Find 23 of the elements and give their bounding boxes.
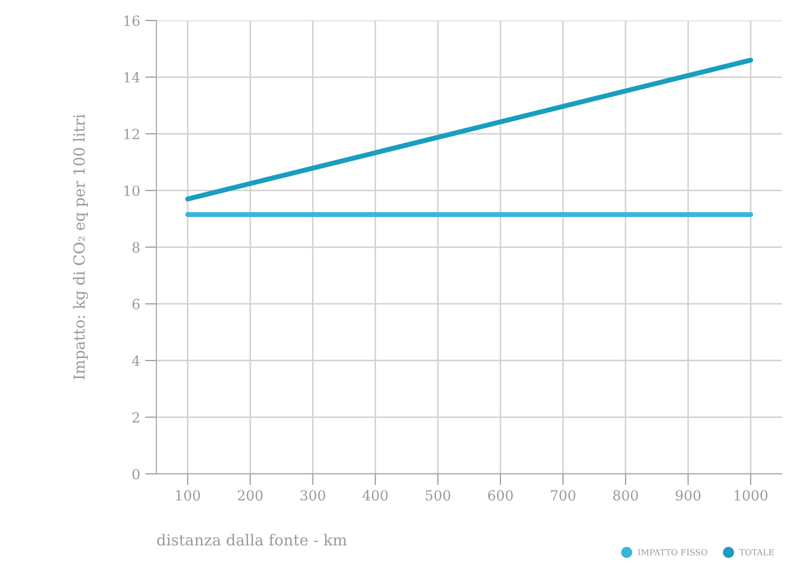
x-tick-label: 400 xyxy=(362,490,388,501)
x-tick-label: 100 xyxy=(176,490,200,501)
legend-label: TOTALE xyxy=(739,549,774,556)
y-axis-title: Impatto: kg di CO₂ eq per 100 litri xyxy=(73,114,88,380)
x-tick-label: 500 xyxy=(426,490,450,501)
x-tick-label: 700 xyxy=(550,490,576,501)
y-tick-label: 0 xyxy=(132,468,140,480)
y-tick-label: 8 xyxy=(132,242,140,253)
x-tick-label: 300 xyxy=(300,490,326,501)
y-tick-label: 10 xyxy=(124,185,140,196)
y-tick-label: 12 xyxy=(124,128,140,140)
x-tick-label: 200 xyxy=(238,490,263,501)
y-tick-label: 6 xyxy=(132,298,140,310)
y-tick-label: 2 xyxy=(132,412,140,422)
y-tick-label: 4 xyxy=(132,355,140,366)
x-tick-label: 800 xyxy=(613,490,638,501)
y-tick-label: 16 xyxy=(124,15,140,26)
y-tick-label: 14 xyxy=(124,72,140,82)
x-axis-title: distanza dalla fonte - km xyxy=(157,534,347,546)
legend-label: IMPATTO FISSO xyxy=(638,549,708,556)
x-tick-label: 600 xyxy=(488,490,513,501)
x-tick-label: 1000 xyxy=(734,490,768,501)
x-tick-label: 900 xyxy=(676,490,700,501)
